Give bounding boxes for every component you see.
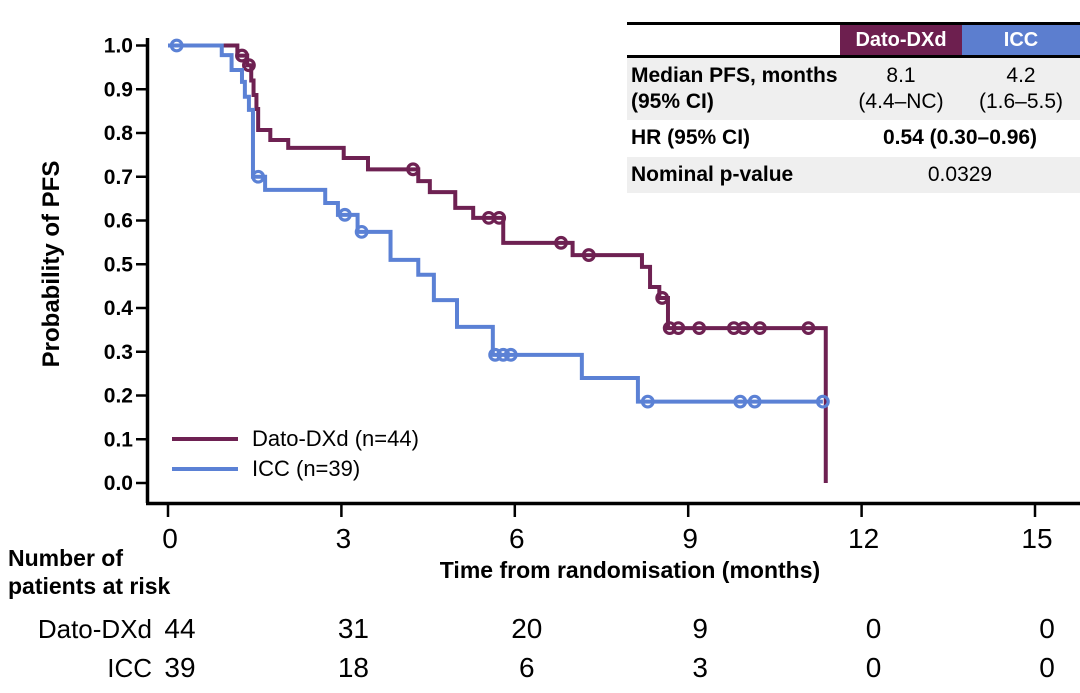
svg-text:1.0: 1.0 (104, 35, 133, 58)
svg-text:0.5: 0.5 (104, 253, 134, 276)
risk-value: 20 (511, 613, 543, 644)
svg-text:0: 0 (162, 523, 178, 554)
legend-swatch-dato (172, 437, 238, 441)
legend-label-dato: Dato-DXd (n=44) (252, 426, 419, 451)
risk-value: 6 (519, 652, 535, 683)
risk-value: 9 (692, 613, 708, 644)
risk-value: 18 (337, 652, 369, 683)
legend-swatch-icc (172, 467, 238, 471)
stats-header-empty-cell (627, 25, 840, 55)
risk-value: 0 (1039, 613, 1055, 644)
risk-value: 44 (164, 613, 196, 644)
svg-text:15: 15 (1021, 523, 1052, 554)
risk-row-label: Dato-DXd (37, 614, 152, 644)
pvalue-value: 0.0329 (927, 162, 993, 186)
svg-text:0.3: 0.3 (104, 341, 133, 364)
risk-value: 31 (337, 613, 369, 644)
stats-table-header: Dato-DXd ICC (627, 25, 1080, 58)
pvalue-label: Nominal p-value (631, 162, 794, 186)
svg-text:6: 6 (509, 523, 525, 554)
svg-text:0.2: 0.2 (104, 385, 133, 408)
svg-text:3: 3 (336, 523, 352, 554)
median-pfs-label: Median PFS, months (95% CI) (631, 64, 838, 113)
risk-value: 0 (1039, 652, 1055, 683)
svg-text:0.0: 0.0 (104, 472, 133, 495)
risk-table-header: Number of patients at risk (8, 545, 171, 599)
risk-value: 39 (164, 652, 196, 683)
svg-text:0.1: 0.1 (104, 428, 134, 451)
svg-text:12: 12 (848, 523, 879, 554)
hr-value: 0.54 (0.30–0.96) (882, 126, 1038, 150)
y-axis-title: Probability of PFS (38, 160, 65, 368)
stats-table: Dato-DXd ICC Median PFS, months (95% CI)… (627, 22, 1080, 194)
risk-value: 0 (865, 652, 882, 683)
risk-row-label: ICC (107, 653, 152, 683)
svg-text:0.7: 0.7 (104, 166, 133, 189)
stats-row-pvalue: Nominal p-value 0.0329 (627, 156, 1080, 194)
risk-value: 0 (865, 613, 882, 644)
svg-text:0.4: 0.4 (104, 297, 134, 320)
svg-text:0.8: 0.8 (104, 122, 134, 145)
svg-text:9: 9 (682, 523, 698, 554)
svg-text:0.9: 0.9 (104, 78, 133, 101)
stats-header-dato: Dato-DXd (840, 25, 962, 55)
hr-label: HR (95% CI) (631, 126, 751, 150)
risk-value: 3 (692, 652, 708, 683)
stats-row-median: Median PFS, months (95% CI) 8.1 (4.4–NC)… (627, 58, 1080, 121)
stats-header-icc: ICC (962, 25, 1080, 55)
median-pfs-icc-value: 4.2 (1.6–5.5) (978, 64, 1064, 113)
stats-row-hr: HR (95% CI) 0.54 (0.30–0.96) (627, 120, 1080, 157)
median-pfs-dato-value: 8.1 (4.4–NC) (858, 64, 944, 113)
svg-text:0.6: 0.6 (104, 210, 133, 233)
legend-label-icc: ICC (n=39) (252, 456, 361, 481)
x-axis-title: Time from randomisation (months) (439, 557, 821, 583)
